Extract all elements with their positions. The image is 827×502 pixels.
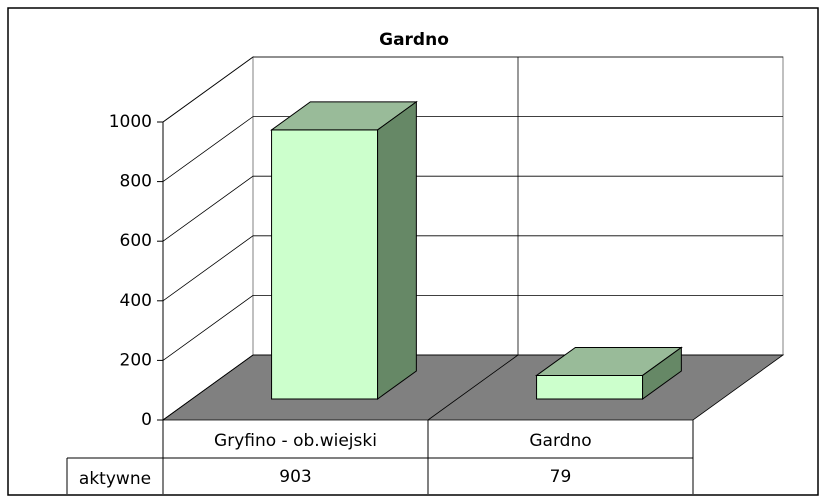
bar-front	[536, 374, 644, 400]
table-value: 79	[550, 467, 572, 487]
y-tick-label: 0	[141, 410, 152, 430]
chart-title: Gardno	[379, 30, 449, 50]
x-tick-label: Gardno	[529, 431, 591, 451]
bar	[270, 100, 418, 400]
grid-line	[162, 116, 783, 182]
floor-divider	[427, 354, 519, 421]
y-tick-label: 200	[120, 350, 152, 370]
bar-front	[271, 129, 379, 400]
y-tick-label: 800	[120, 172, 152, 192]
y-tick-label: 600	[120, 231, 152, 251]
bar-side	[642, 346, 682, 400]
table-value: 903	[279, 467, 311, 487]
bar	[535, 346, 683, 400]
grid-line	[162, 235, 783, 302]
bar-side	[377, 100, 417, 400]
y-tick-label: 400	[120, 291, 152, 311]
legend-label: aktywne	[79, 469, 151, 489]
grid-line	[162, 175, 783, 242]
grid-line	[162, 294, 783, 361]
x-tick-label: Gryfino - ob.wiejski	[214, 431, 377, 451]
y-tick-label: 1000	[109, 112, 152, 132]
grid-line	[162, 56, 783, 123]
